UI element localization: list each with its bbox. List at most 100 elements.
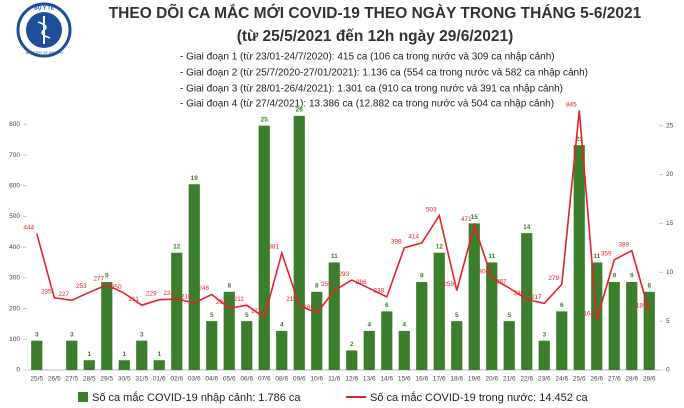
x-tick-label: 23/6	[538, 376, 551, 383]
bar	[311, 291, 323, 370]
bar-value-label: 6	[560, 302, 564, 309]
y2-tick-label: 10	[666, 269, 674, 276]
x-tick-label: 29/6	[643, 376, 656, 383]
logo-text: BỘ Y TẾ	[34, 3, 54, 11]
x-tick-label: 16/6	[415, 376, 428, 383]
bar-value-label: 5	[507, 312, 511, 319]
annotation: - Giai đoạn 3 (từ 28/01-26/4/2021): 1.30…	[180, 84, 563, 95]
line-value-label: 211	[286, 296, 297, 303]
line-value-label: 238	[373, 288, 384, 295]
line-value-label: 300	[478, 269, 489, 276]
x-tick-label: 14/6	[380, 376, 393, 383]
annotation: - Giai đoạn 4 (từ 27/4/2021): 13.386 ca …	[180, 99, 554, 110]
x-tick-label: 04/6	[205, 376, 218, 383]
line-value-label: 444	[23, 224, 34, 231]
bar-value-label: 19	[191, 175, 199, 182]
bar-value-label: 15	[471, 214, 479, 221]
bar	[101, 282, 113, 370]
line-value-label: 235	[41, 289, 52, 296]
bar	[381, 311, 393, 370]
line-value-label: 259	[443, 281, 454, 288]
bar-value-label: 6	[385, 302, 389, 309]
bar	[626, 282, 638, 370]
logo-text: MINISTRY OF HEALTH	[26, 51, 63, 55]
line-value-label: 246	[198, 285, 209, 292]
line-value-label: 471	[461, 216, 472, 223]
bar-value-label: 4	[280, 322, 284, 329]
x-tick-label: 06/6	[240, 376, 253, 383]
x-tick-label: 24/6	[555, 376, 568, 383]
x-tick-label: 11/6	[328, 376, 341, 383]
line	[36, 110, 651, 320]
line-value-label: 219	[181, 293, 192, 300]
bar	[643, 291, 655, 370]
line-value-label: 259	[321, 281, 332, 288]
x-tick-label: 01/6	[153, 376, 166, 383]
bar-value-label: 12	[436, 243, 444, 250]
line-value-label: 227	[58, 291, 69, 298]
x-tick-label: 19/6	[468, 376, 481, 383]
bar	[486, 262, 498, 370]
bar	[521, 233, 533, 370]
line-value-label: 266	[356, 279, 367, 286]
bar-value-label: 12	[173, 243, 181, 250]
bar	[556, 311, 568, 370]
bar	[276, 330, 288, 370]
bar-value-label: 14	[523, 224, 531, 231]
bar-value-label: 8	[647, 283, 651, 290]
x-tick-label: 31/5	[135, 376, 148, 383]
bar-value-label: 11	[593, 253, 600, 260]
bar	[398, 330, 410, 370]
x-tick-label: 08/6	[275, 376, 288, 383]
line-value-label: 359	[601, 250, 612, 257]
logo-snake	[37, 21, 51, 39]
x-tick-label: 18/6	[450, 376, 463, 383]
line-value-label: 381	[268, 244, 279, 251]
bar-value-label: 8	[315, 283, 319, 290]
legend-swatch	[78, 392, 88, 402]
bar	[188, 184, 200, 370]
bar-value-label: 5	[455, 312, 459, 319]
bar-value-label: 1	[157, 351, 161, 358]
bar-value-label: 9	[420, 273, 424, 280]
chart-subtitle: (từ 25/5/2021 đến 12h ngày 29/6/2021)	[237, 28, 514, 45]
bar	[538, 340, 550, 370]
bar-value-label: 3	[70, 331, 74, 338]
line-value-label: 164	[583, 310, 594, 317]
legend-label: Số ca mắc COVID-19 nhập cảnh: 1.786 ca	[92, 391, 301, 404]
line-value-label: 389	[618, 241, 629, 248]
x-tick-label: 25/5	[30, 376, 43, 383]
y-tick-label: 600	[9, 182, 20, 189]
x-tick-label: 27/6	[608, 376, 621, 383]
bar-value-label: 1	[87, 351, 91, 358]
y2-tick-label: 0	[666, 367, 670, 374]
x-tick-label: 26/5	[48, 376, 61, 383]
y-tick-label: 400	[9, 244, 20, 251]
annotation: - Giai đoạn 1 (từ 23/01-24/7/2020): 415 …	[180, 52, 555, 63]
line-value-label: 230	[513, 290, 524, 297]
x-tick-label: 05/6	[223, 376, 236, 383]
x-tick-label: 07/6	[258, 376, 271, 383]
logo: BỘ Y TẾ MINISTRY OF HEALTH	[16, 2, 72, 58]
bar	[293, 115, 305, 370]
y-tick-label: 100	[9, 336, 20, 343]
bar-value-label: 4	[402, 322, 406, 329]
line-value-label: 211	[129, 296, 140, 303]
y2-tick-label: 20	[666, 171, 674, 178]
x-tick-label: 21/6	[503, 376, 516, 383]
bar	[573, 145, 585, 370]
bar-value-label: 5	[210, 312, 214, 319]
line-value-label: 189	[636, 303, 647, 310]
x-tick-label: 28/6	[625, 376, 638, 383]
bar	[468, 223, 480, 370]
bar	[66, 340, 78, 370]
bar	[608, 282, 620, 370]
x-tick-label: 12/6	[345, 376, 358, 383]
line-value-label: 211	[234, 296, 245, 303]
bar	[31, 340, 43, 370]
bar	[223, 291, 235, 370]
bar-value-label: 1	[122, 351, 126, 358]
bar	[83, 360, 95, 370]
y-tick-label: 700	[9, 152, 20, 159]
bar	[433, 252, 445, 370]
